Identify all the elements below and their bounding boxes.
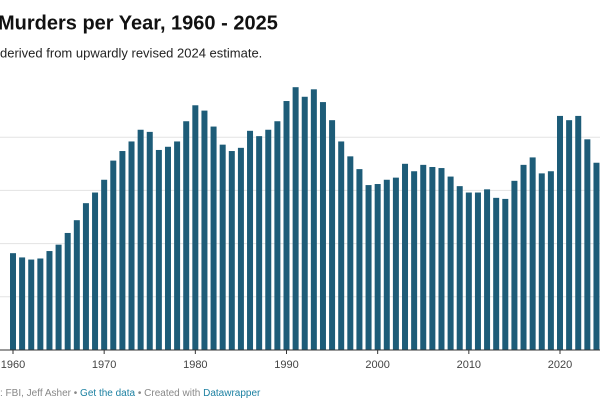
- bar: [474, 192, 481, 350]
- bar: [55, 244, 62, 350]
- bar: [365, 185, 372, 350]
- bar: [37, 258, 44, 350]
- x-tick-label: 1980: [183, 359, 207, 371]
- bar: [28, 259, 35, 350]
- bar: [566, 120, 573, 351]
- bar: [329, 120, 336, 351]
- separator: •: [137, 388, 142, 399]
- bar: [210, 126, 217, 350]
- bar: [301, 96, 308, 350]
- bar: [46, 251, 53, 350]
- bar: [110, 160, 117, 350]
- bar: [484, 189, 491, 350]
- bar: [356, 169, 363, 350]
- bar: [82, 203, 89, 350]
- bar: [447, 176, 454, 350]
- bar: [256, 136, 263, 350]
- footer: : FBI, Jeff Asher • Get the data • Creat…: [0, 388, 260, 399]
- bar: [319, 102, 326, 350]
- x-tick-label: 2020: [548, 359, 572, 371]
- bar: [92, 192, 99, 350]
- credit: Created with: [144, 388, 201, 399]
- bar: [201, 110, 208, 350]
- bar: [101, 179, 108, 350]
- chart: Murders per Year, 1960 - 2025 derived fr…: [0, 12, 600, 371]
- bar: [155, 149, 162, 350]
- bar: [247, 130, 254, 350]
- bar: [73, 220, 80, 350]
- source: : FBI, Jeff Asher: [0, 388, 71, 399]
- bar: [164, 146, 171, 350]
- bar: [64, 232, 71, 350]
- bar: [593, 162, 600, 350]
- bar: [429, 166, 436, 350]
- bar: [183, 121, 190, 351]
- bar: [292, 87, 299, 350]
- data-link[interactable]: Get the data: [80, 388, 136, 399]
- bar: [411, 171, 418, 350]
- bar: [520, 164, 527, 350]
- bar: [128, 141, 135, 350]
- bar: [547, 171, 554, 350]
- x-tick-label: 1970: [92, 359, 116, 371]
- bar: [529, 157, 536, 350]
- x-tick-label: 1990: [274, 359, 298, 371]
- chart-title: Murders per Year, 1960 - 2025: [0, 12, 278, 34]
- bar: [310, 89, 317, 350]
- bar: [374, 184, 381, 350]
- bar: [392, 177, 399, 350]
- x-tick-label: 1960: [1, 359, 25, 371]
- bar: [237, 147, 244, 350]
- bar: [265, 129, 272, 350]
- bar: [274, 121, 281, 351]
- bar: [19, 257, 26, 350]
- bar: [538, 173, 545, 350]
- bar: [10, 253, 16, 350]
- bar: [192, 105, 199, 350]
- bar: [338, 141, 345, 350]
- bar: [283, 101, 290, 350]
- bar: [502, 198, 509, 350]
- bar: [557, 115, 563, 350]
- bar: [146, 131, 153, 350]
- bar: [438, 168, 445, 350]
- bar: [228, 151, 235, 350]
- bar: [420, 164, 427, 350]
- bar: [219, 144, 226, 350]
- bar: [137, 129, 144, 350]
- bar: [456, 186, 463, 350]
- bar: [174, 141, 181, 350]
- bar: [575, 115, 582, 350]
- bar: [119, 151, 126, 350]
- bar: [347, 156, 354, 350]
- chart-subtitle: derived from upwardly revised 2024 estim…: [0, 45, 262, 60]
- bar: [465, 192, 472, 350]
- tool-link[interactable]: Datawrapper: [203, 388, 261, 399]
- x-tick-label: 2010: [457, 359, 481, 371]
- bar: [584, 139, 591, 350]
- bar: [511, 180, 518, 350]
- bar: [493, 197, 500, 350]
- bar: [383, 179, 390, 350]
- x-tick-label: 2000: [365, 359, 389, 371]
- bar: [402, 163, 409, 350]
- separator: •: [73, 388, 78, 399]
